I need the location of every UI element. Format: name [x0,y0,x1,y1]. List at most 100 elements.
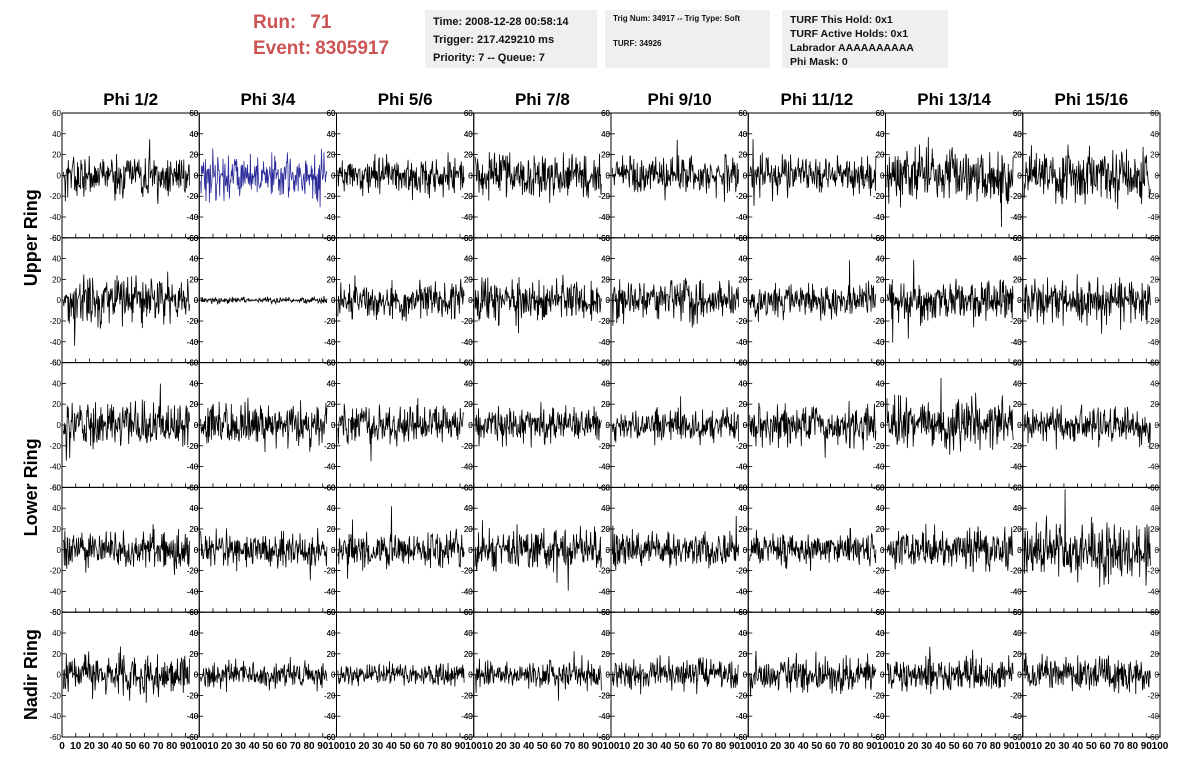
x-tick-label: 60 [413,741,425,752]
y-tick-label-left: 20 [52,275,61,284]
y-tick-label-left: 0 [194,421,199,430]
y-tick-label-right: 40 [464,130,473,139]
y-tick-label-right: 0 [331,296,336,305]
y-tick-label-left: 0 [606,671,611,680]
y-tick-label-right: -20 [1147,192,1159,201]
y-tick-label-right: 60 [1013,234,1022,243]
y-tick-label-right: 0 [194,296,199,305]
y-tick-label-left: 0 [880,171,885,180]
waveform-trace [474,152,602,204]
column-header: Phi 13/14 [917,90,991,109]
y-tick-label-right: 60 [876,234,885,243]
y-tick-label-right: 40 [1150,629,1159,638]
y-tick-label-left: 40 [738,379,747,388]
y-tick-label-left: -40 [598,712,610,721]
y-tick-label-right: 60 [189,234,198,243]
y-tick-label-right: 40 [1013,255,1022,264]
x-tick-label: 100 [603,741,620,752]
x-tick-label: 20 [1045,741,1057,752]
y-tick-label-right: 20 [1013,151,1022,160]
waveform-trace [749,527,877,571]
y-tick-label-left: -40 [873,463,885,472]
y-tick-label-left: 0 [1017,671,1022,680]
y-tick-label-right: 0 [1155,171,1160,180]
y-tick-label-left: 40 [52,629,61,638]
y-tick-label-left: 60 [738,483,747,492]
panel-frame [473,486,612,613]
y-tick-label-right: 60 [601,359,610,368]
y-tick-label-right: 0 [1017,546,1022,555]
y-tick-label-right: 40 [189,130,198,139]
y-tick-label-right: -40 [1147,213,1159,222]
x-tick-label: 10 [70,741,82,752]
y-tick-label-left: -60 [187,359,199,368]
y-tick-label-left: -20 [598,691,610,700]
y-tick-label-left: -40 [598,463,610,472]
x-tick-label: 50 [537,741,549,752]
waveform-trace [749,400,877,458]
y-tick-label-right: 0 [1017,171,1022,180]
y-tick-label-right: 0 [743,546,748,555]
ring-label: Upper Ring [21,189,41,286]
y-tick-label-left: 60 [464,109,473,118]
y-tick-label-right: 20 [327,400,336,409]
y-tick-label-right: 40 [738,629,747,638]
y-tick-label-right: -40 [187,463,199,472]
waveform-trace [886,377,1014,455]
y-tick-label-right: 20 [327,650,336,659]
waveform-trace [200,657,328,692]
y-tick-label-right: 0 [880,296,885,305]
x-tick-label: 20 [907,741,919,752]
y-tick-label-left: 0 [194,171,199,180]
y-tick-label-right: -40 [736,712,748,721]
y-tick-label-left: 20 [738,151,747,160]
y-tick-label-right: -20 [873,192,885,201]
x-tick-label: 70 [290,741,302,752]
y-tick-label-right: 40 [738,255,747,264]
y-tick-label-left: 60 [327,608,336,617]
y-tick-label-left: 0 [331,546,336,555]
y-tick-label-right: -40 [324,338,336,347]
y-tick-label-right: 40 [464,629,473,638]
y-tick-label-left: -60 [598,359,610,368]
y-tick-label-right: -40 [1010,712,1022,721]
y-tick-label-right: 20 [327,151,336,160]
waveform-trace [886,524,1014,573]
y-tick-label-right: 40 [327,379,336,388]
y-tick-label-right: 20 [1150,275,1159,284]
y-tick-label-left: 0 [468,296,473,305]
y-tick-label-left: 20 [189,525,198,534]
y-tick-label-right: -20 [1010,192,1022,201]
y-tick-label-right: 0 [880,421,885,430]
y-tick-label-right: 60 [601,608,610,617]
y-tick-label-right: -20 [873,442,885,451]
x-tick-label: 60 [1100,741,1112,752]
y-tick-label-left: 60 [876,359,885,368]
y-tick-label-left: 40 [327,504,336,513]
y-tick-label-right: -40 [461,587,473,596]
x-tick-label: 80 [441,741,453,752]
x-tick-label: 90 [454,741,466,752]
x-tick-label: 50 [400,741,412,752]
y-tick-label-left: -40 [873,712,885,721]
y-tick-label-right: -20 [187,317,199,326]
y-tick-label-left: -60 [324,733,336,742]
y-tick-label-right: 40 [1150,130,1159,139]
y-tick-label-left: -60 [461,359,473,368]
y-tick-label-left: 20 [189,400,198,409]
y-tick-label-right: -20 [598,567,610,576]
waveform-trace [886,646,1014,695]
y-tick-label-left: 0 [880,296,885,305]
y-tick-label-right: -40 [187,712,199,721]
y-tick-label-right: 20 [1013,400,1022,409]
y-tick-label-left: 40 [327,379,336,388]
y-tick-label-left: 0 [1017,421,1022,430]
y-tick-label-left: 0 [880,546,885,555]
waveform-trace [886,259,1014,343]
y-tick-label-left: -20 [598,317,610,326]
y-tick-label-right: -20 [324,691,336,700]
y-tick-label-left: -20 [873,567,885,576]
y-tick-label-left: -40 [49,712,61,721]
x-tick-label: 50 [949,741,961,752]
